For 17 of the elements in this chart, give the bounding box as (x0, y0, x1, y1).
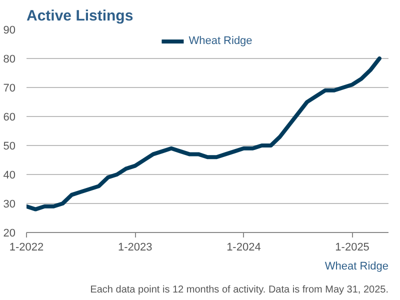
x-tick-label: 1-2024 (226, 242, 261, 254)
y-tick-label: 60 (3, 112, 16, 124)
x-tick-label: 1-2022 (9, 242, 44, 254)
text: Each data point is 12 months of activity. Data is from May 31, 2025. (90, 284, 388, 296)
y-tick-label: 70 (3, 82, 16, 94)
y-tick-label: 40 (3, 170, 16, 182)
y-tick-label: 50 (3, 140, 16, 152)
y-tick-label: 20 (3, 228, 16, 240)
legend-label: Wheat Ridge (188, 35, 252, 47)
y-tick-label: 90 (3, 24, 16, 36)
x-axis-title: Wheat Ridge (324, 260, 389, 272)
line-series (26, 56, 382, 212)
y-tick-label: 80 (3, 54, 16, 66)
chart-title: Active Listings (26, 8, 134, 24)
y-tick-label: 30 (3, 198, 16, 210)
x-tick-label: 1-2025 (335, 242, 370, 254)
x-tick-label: 1-2023 (118, 242, 152, 254)
